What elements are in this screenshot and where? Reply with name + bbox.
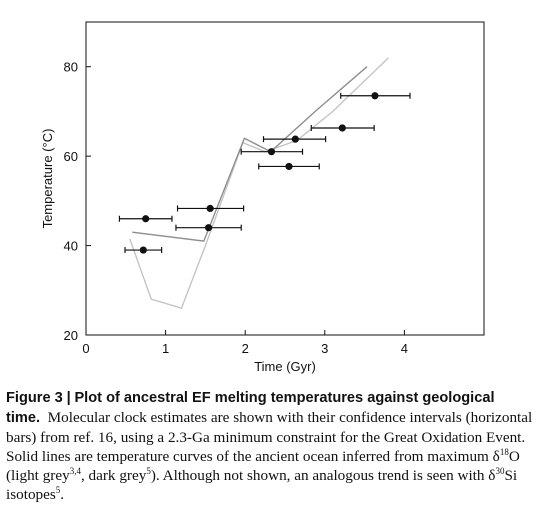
caption-text-6: .: [60, 486, 65, 503]
data-point: [285, 162, 293, 171]
caption-text-3: , dark grey: [80, 467, 147, 484]
x-tick-label: 2: [242, 341, 249, 356]
data-point: [142, 215, 150, 223]
caption-sup-3: 5: [146, 465, 151, 476]
temperature-curve-dark-grey: [132, 66, 368, 242]
caption-sup-4: 30: [495, 465, 505, 476]
data-point: [338, 124, 346, 132]
caption-text-2: O (light grey: [6, 448, 520, 484]
caption-figure-number: Figure 3: [6, 390, 63, 406]
data-point: [139, 246, 147, 254]
data-markers: [118, 92, 411, 254]
data-point: [291, 135, 299, 143]
data-point: [267, 148, 276, 156]
x-tick-label: 3: [321, 341, 328, 356]
x-tick-label: 4: [401, 341, 408, 356]
caption-title: Plot of ancestral EF melting temperature…: [6, 390, 495, 426]
axis-ticks: 0 1 2 3 4 20 40 60 80: [64, 60, 408, 356]
caption-sup-2: 3,4: [69, 465, 81, 476]
temperature-time-plot: 0 1 2 3 4 20 40 60 80 Time (Gyr) Temperature (°C…: [40, 21, 485, 374]
plot-frame: [85, 21, 485, 336]
y-tick-label: 60: [64, 149, 78, 164]
caption-text-4: ). Although not shown, an analogous tren…: [150, 467, 496, 484]
data-point: [206, 204, 214, 213]
x-axis-label: Time (Gyr): [254, 359, 316, 374]
data-point: [204, 224, 213, 232]
figure-caption: Figure 3 | Plot of ancestral EF melting …: [6, 388, 534, 504]
caption-sup-1: 18: [499, 446, 509, 457]
caption-separator: |: [66, 390, 71, 406]
caption-text-1: Molecular clock estimates are shown with…: [6, 409, 533, 465]
caption-text-5: Si isotopes: [6, 467, 518, 503]
data-point: [371, 92, 379, 100]
y-tick-label: 80: [64, 60, 78, 75]
y-tick-label: 20: [64, 328, 78, 343]
y-tick-label: 40: [64, 239, 78, 254]
caption-sup-5: 5: [55, 484, 61, 495]
temperature-curves: [129, 57, 389, 310]
y-axis-label: Temperature (°C): [40, 129, 55, 229]
x-tick-label: 0: [82, 341, 89, 356]
x-tick-label: 1: [162, 341, 169, 356]
